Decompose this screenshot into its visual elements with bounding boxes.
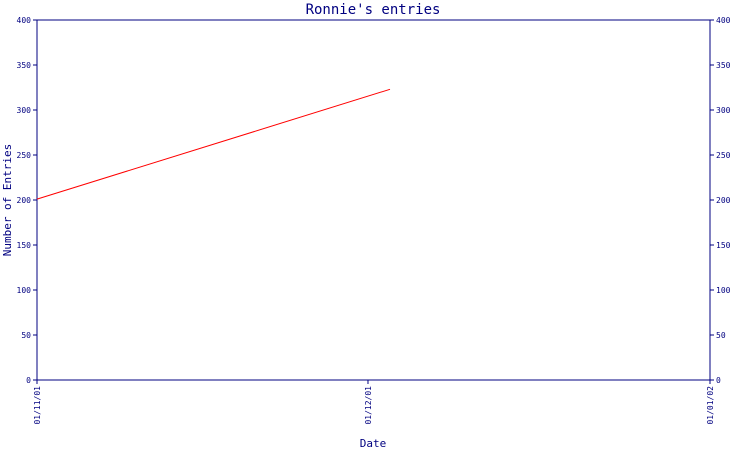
- right-y-tick-label: 50: [716, 331, 726, 340]
- right-y-tick-label: 150: [716, 241, 731, 250]
- x-axis-title: Date: [360, 437, 387, 450]
- chart-title: Ronnie's entries: [306, 2, 441, 18]
- right-y-tick-label: 400: [716, 16, 731, 25]
- right-y-tick-label: 200: [716, 196, 731, 205]
- series-layer: [36, 88, 391, 200]
- x-tick-label: 01/11/01: [33, 386, 42, 425]
- right-y-tick-label: 250: [716, 151, 731, 160]
- right-y-tick-label: 0: [716, 376, 721, 385]
- x-axis: 01/11/01 01/12/01 01/01/02: [33, 380, 715, 425]
- x-tick-label: 01/12/01: [364, 386, 373, 425]
- right-y-tick-label: 100: [716, 286, 731, 295]
- x-tick-label: 01/01/02: [706, 386, 715, 425]
- series-line: [36, 88, 391, 200]
- right-y-axis: 0 50 100 150 200 250 300 350 400: [710, 16, 731, 385]
- right-y-tick-label: 350: [716, 61, 731, 70]
- y-axis-title: Number of Entries: [1, 144, 14, 257]
- y-tick-label: 300: [17, 106, 32, 115]
- y-tick-label: 350: [17, 61, 32, 70]
- y-tick-label: 400: [17, 16, 32, 25]
- y-tick-label: 100: [17, 286, 32, 295]
- y-tick-label: 0: [26, 376, 31, 385]
- y-tick-label: 150: [17, 241, 32, 250]
- y-tick-label: 200: [17, 196, 32, 205]
- left-y-axis: 0 50 100 150 200 250 300 350 400: [17, 16, 37, 385]
- y-tick-label: 50: [21, 331, 31, 340]
- plot-area-frame: [36, 19, 711, 381]
- right-y-tick-label: 300: [716, 106, 731, 115]
- y-tick-label: 250: [17, 151, 32, 160]
